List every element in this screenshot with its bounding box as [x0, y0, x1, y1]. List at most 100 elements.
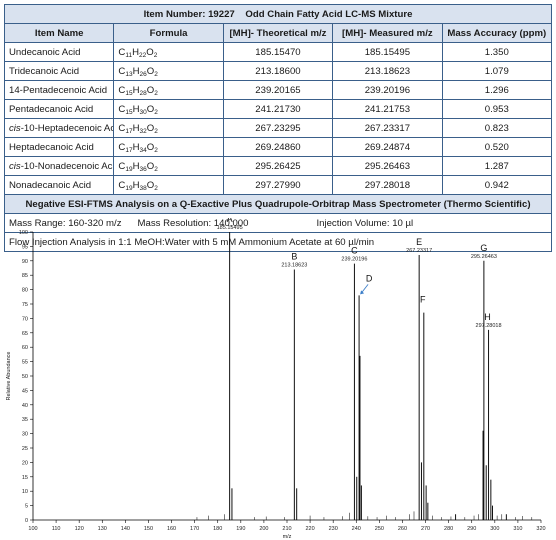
- ppm-value: 0.520: [441, 137, 553, 157]
- formula: C13H26O2: [113, 61, 224, 81]
- formula-element: H: [132, 122, 140, 134]
- x-tick-label: 220: [305, 526, 314, 532]
- formula-count: 36: [139, 165, 147, 173]
- measured-value: 297.28018: [332, 175, 443, 195]
- y-tick-label: 20: [22, 460, 28, 466]
- flow-injection: Flow Injection Analysis in 1:1 MeOH:Wate…: [4, 232, 552, 252]
- formula-count: 19: [125, 165, 133, 173]
- peak-letter-label: F: [420, 295, 426, 305]
- y-tick-label: 100: [19, 230, 28, 236]
- table-title-row: Item Number: 19227 Odd Chain Fatty Acid …: [4, 4, 552, 24]
- y-tick-label: 45: [22, 388, 28, 394]
- peak-mz-label: 297.28018: [476, 323, 502, 329]
- fatty-acid-table: Item Number: 19227 Odd Chain Fatty Acid …: [3, 4, 553, 252]
- item-name-text: 14-Pentadecenoic Acid: [9, 84, 108, 96]
- x-tick-label: 160: [167, 526, 176, 532]
- theoretical-value: 241.21730: [222, 99, 334, 119]
- formula-element: O: [146, 179, 155, 191]
- y-tick-label: 0: [25, 518, 28, 524]
- item-name: 14-Pentadecenoic Acid: [3, 80, 115, 100]
- measured-value: 185.15495: [332, 42, 443, 62]
- formula-count: 34: [139, 146, 147, 154]
- item-name: Nonadecanoic Acid: [3, 175, 115, 195]
- formula-element: C: [118, 65, 126, 77]
- x-tick-label: 280: [444, 526, 453, 532]
- formula-element: H: [132, 65, 140, 77]
- y-tick-label: 35: [22, 417, 28, 423]
- x-tick-label: 100: [28, 526, 37, 532]
- formula-element: C: [118, 141, 126, 153]
- ppm-value: 0.942: [441, 175, 553, 195]
- formula-count: 2: [154, 127, 158, 135]
- peak-mz-label: 239.20196: [341, 257, 367, 263]
- x-tick-label: 190: [236, 526, 245, 532]
- analysis-title-row: Negative ESI-FTMS Analysis on a Q-Exacti…: [4, 194, 552, 214]
- theoretical-value: 239.20165: [222, 80, 334, 100]
- formula-count: 2: [154, 146, 158, 154]
- formula-count: 13: [125, 70, 133, 78]
- column-header: Item Name: [3, 23, 115, 43]
- y-tick-label: 80: [22, 288, 28, 294]
- formula-count: 2: [154, 184, 158, 192]
- table-row: 14-Pentadecenoic Acid C15H28O2 239.20165 23…: [3, 80, 553, 100]
- column-header: Formula: [113, 23, 224, 43]
- item-name: Undecanoic Acid: [3, 42, 115, 62]
- item-name: Pentadecanoic Acid: [3, 99, 115, 119]
- formula-count: 2: [154, 89, 158, 97]
- flow-row: Flow Injection Analysis in 1:1 MeOH:Wate…: [4, 232, 552, 252]
- table-row: Heptadecanoic Acid C17H34O2 269.24860 269.2…: [3, 137, 553, 157]
- formula-element: H: [132, 84, 140, 96]
- table-row: cis-10-Heptadecenoic Acid C17H32O2 267.232…: [3, 118, 553, 138]
- item-name-text: Undecanoic Acid: [9, 46, 81, 58]
- theoretical-value: 185.15470: [222, 42, 334, 62]
- analysis-title: Negative ESI-FTMS Analysis on a Q-Exacti…: [4, 194, 552, 214]
- item-name: Tridecanoic Acid: [3, 61, 115, 81]
- measured-value: 213.18623: [332, 61, 443, 81]
- formula-element: C: [118, 103, 126, 115]
- formula-count: 32: [139, 127, 147, 135]
- y-tick-label: 70: [22, 316, 28, 322]
- formula: C19H38O2: [113, 175, 224, 195]
- formula: C17H32O2: [113, 118, 224, 138]
- x-axis-label: m/z: [283, 534, 292, 540]
- peak-mz-label: 185.15495: [217, 225, 243, 231]
- y-tick-label: 50: [22, 374, 28, 380]
- y-tick-label: 10: [22, 489, 28, 495]
- formula-count: 38: [139, 184, 147, 192]
- formula-element: H: [132, 160, 140, 172]
- formula-element: O: [146, 46, 154, 58]
- formula-element: O: [146, 160, 155, 172]
- y-tick-label: 5: [25, 504, 28, 510]
- x-tick-label: 310: [513, 526, 522, 532]
- formula: C15H30O2: [113, 99, 224, 119]
- item-name-prefix: cis: [9, 122, 21, 134]
- peak-letter-label: C: [351, 246, 358, 256]
- formula-element: C: [118, 160, 126, 172]
- formula-count: 2: [154, 70, 158, 78]
- formula-element: O: [146, 122, 155, 134]
- formula-count: 2: [154, 108, 158, 116]
- formula-count: 11: [125, 51, 133, 59]
- x-tick-label: 320: [536, 526, 545, 532]
- formula-count: 26: [139, 70, 147, 78]
- x-tick-label: 200: [259, 526, 268, 532]
- ppm-value: 1.350: [441, 42, 553, 62]
- theoretical-value: 267.23295: [222, 118, 334, 138]
- formula-element: H: [132, 179, 140, 191]
- x-tick-label: 210: [282, 526, 291, 532]
- measured-value: 295.26463: [332, 156, 443, 176]
- x-tick-label: 120: [75, 526, 84, 532]
- x-tick-label: 270: [421, 526, 430, 532]
- table-row: Undecanoic Acid C11H22O2 185.15470 185.1549…: [3, 42, 553, 62]
- formula: C15H28O2: [113, 80, 224, 100]
- theoretical-value: 297.27990: [222, 175, 334, 195]
- item-name-text: Tridecanoic Acid: [9, 65, 80, 77]
- peak-letter-label: H: [484, 312, 491, 322]
- formula-count: 15: [125, 108, 133, 116]
- item-name-text: Heptadecanoic Acid: [9, 141, 94, 153]
- table-row: Tridecanoic Acid C13H26O2 213.18600 213.186…: [3, 61, 553, 81]
- mass-range: Mass Range: 160-320 m/z: [9, 217, 122, 229]
- peak-letter-label: B: [291, 251, 297, 261]
- formula-element: H: [132, 46, 140, 58]
- table-row: cis-10-Nonadecenoic Acid C19H36O2 295.2642…: [3, 156, 553, 176]
